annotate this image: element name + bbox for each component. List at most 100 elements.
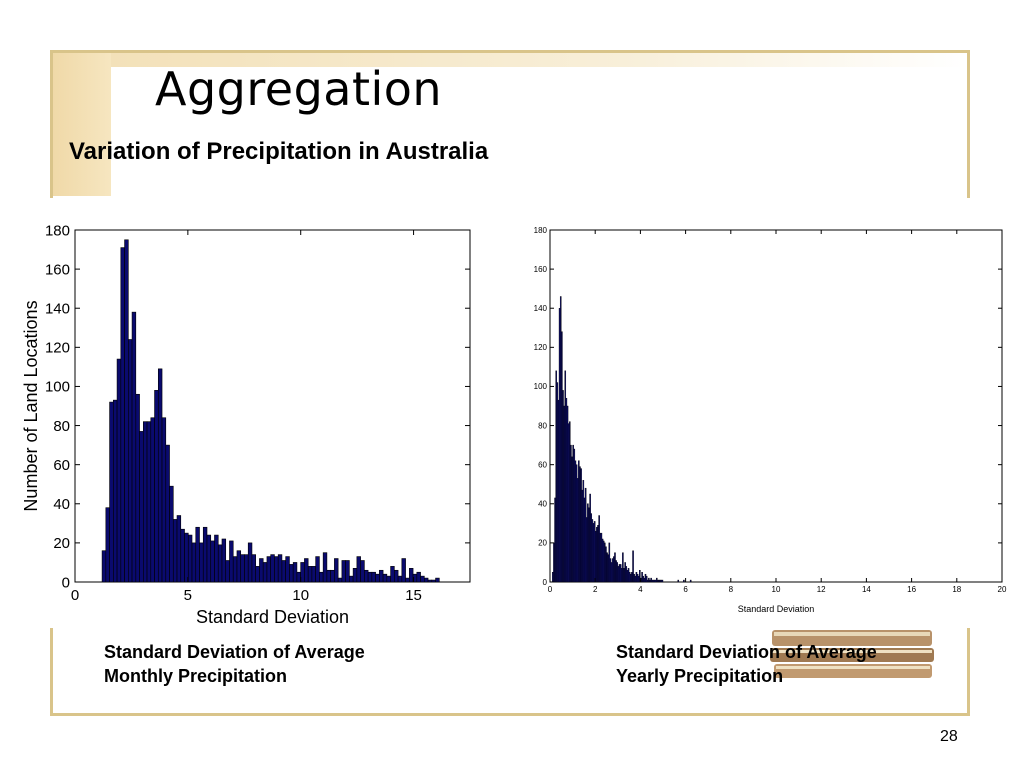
x-axis-label: Standard Deviation [196,607,349,627]
histogram-bar [251,554,257,583]
histogram-bar [210,540,215,583]
histogram-bar [143,421,148,583]
caption-yearly-line1: Standard Deviation of Average [616,642,877,662]
histogram-bar [427,579,433,583]
x-tick-label: 4 [638,585,643,594]
histogram-bar [217,544,223,583]
x-tick-label: 6 [683,585,688,594]
caption-monthly-line2: Monthly Precipitation [104,666,288,686]
histogram-bar [169,485,174,583]
decorative-tan-block [53,53,111,196]
histogram-bar [382,573,388,583]
x-tick-label: 2 [593,585,598,594]
histogram-bar [240,554,245,583]
histogram-bar [645,575,648,583]
histogram-bar [296,571,301,583]
x-tick-label: 0 [71,587,79,604]
histogram-bar [236,550,242,583]
histogram-bar [180,528,185,583]
y-tick-label: 40 [538,500,547,509]
histogram-bar [326,569,331,583]
histogram-bar [367,571,373,583]
histogram-bar [247,542,253,583]
book-stack-image [770,630,934,678]
histogram-bar [146,421,152,583]
histogram-bar [266,556,271,583]
histogram-bar [131,311,137,583]
histogram-bar [397,575,403,583]
x-tick-label: 20 [998,585,1007,594]
histogram-bar [352,568,358,583]
histogram-bar [416,571,421,583]
slide-subtitle: Variation of Precipitation in Australia [69,138,489,165]
x-tick-label: 10 [292,587,309,604]
histogram-bar [289,564,294,583]
histogram-bar [409,568,414,583]
y-tick-label: 80 [538,421,547,430]
histogram-bar [172,519,178,583]
histogram-bar [420,575,425,583]
histogram-bar [259,558,264,583]
y-tick-label: 120 [45,340,70,357]
histogram-bar [424,577,429,583]
x-axis-label: Standard Deviation [738,604,815,614]
x-tick-label: 5 [184,587,192,604]
y-tick-label: 160 [534,265,548,274]
histogram-bar [315,556,320,583]
histogram-bar [184,532,189,583]
histogram-bar [394,569,399,583]
histogram-bar [281,560,286,583]
caption-yearly-line2: Yearly Precipitation [616,666,784,686]
monthly-histogram-chart: 0 20 40 60 80 100 120 140 160 180 0 5 10 15 Standard D… [21,222,471,627]
histogram-bar [319,571,324,583]
y-tick-label: 100 [45,379,70,396]
y-tick-label: 180 [534,226,548,235]
histogram-bar [195,526,200,583]
histogram-bar [274,556,279,583]
histogram-bar [689,579,692,583]
histogram-bar [277,554,283,583]
histogram-bar [154,390,159,583]
histogram-bar [661,579,664,583]
histogram-bar [113,399,118,583]
decorative-tan-band [111,53,967,67]
histogram-bar [161,417,167,583]
histogram-bar [270,554,275,583]
y-tick-label: 120 [534,343,548,352]
histogram-bar [401,558,406,583]
histogram-bar [390,566,395,583]
histogram-bar [683,579,685,583]
histogram-bar [379,569,384,583]
y-tick-label: 140 [534,304,548,313]
x-tick-label: 8 [729,585,734,594]
histogram-bar [225,560,230,583]
histogram-bar [386,575,391,583]
histogram-bar [356,556,361,583]
histogram-bar [128,339,133,583]
histogram-bar [221,538,227,583]
histogram-bar [330,569,335,583]
y-axis-label: Number of Land Locations [21,300,41,511]
histogram-bar [255,566,260,583]
histogram-bar [677,579,680,583]
slide-title: Aggregation [155,62,443,116]
histogram-bar [431,579,436,583]
histogram-bar [124,239,129,583]
histogram-bar [435,577,440,583]
y-tick-label: 60 [53,457,70,474]
histogram-bar [341,560,346,583]
x-tick-label: 12 [817,585,826,594]
caption-yearly: Standard Deviation of Average Yearly Pre… [616,640,877,688]
histogram-bar [101,550,107,583]
histogram-bar [360,560,365,583]
histogram-bar [109,401,114,583]
histogram-bar [345,560,350,583]
caption-monthly: Standard Deviation of Average Monthly Pr… [104,640,365,688]
histogram-bar [176,515,182,583]
histogram-bar [120,247,125,583]
x-tick-label: 10 [772,585,781,594]
yearly-histogram-chart: 0 20 40 60 80 100 120 140 160 180 0 2 4 6 8 10 12 14 16 18 2… [534,226,1007,614]
y-tick-label: 0 [543,578,548,587]
histogram-bar [229,540,234,583]
histogram-bar [206,534,212,583]
